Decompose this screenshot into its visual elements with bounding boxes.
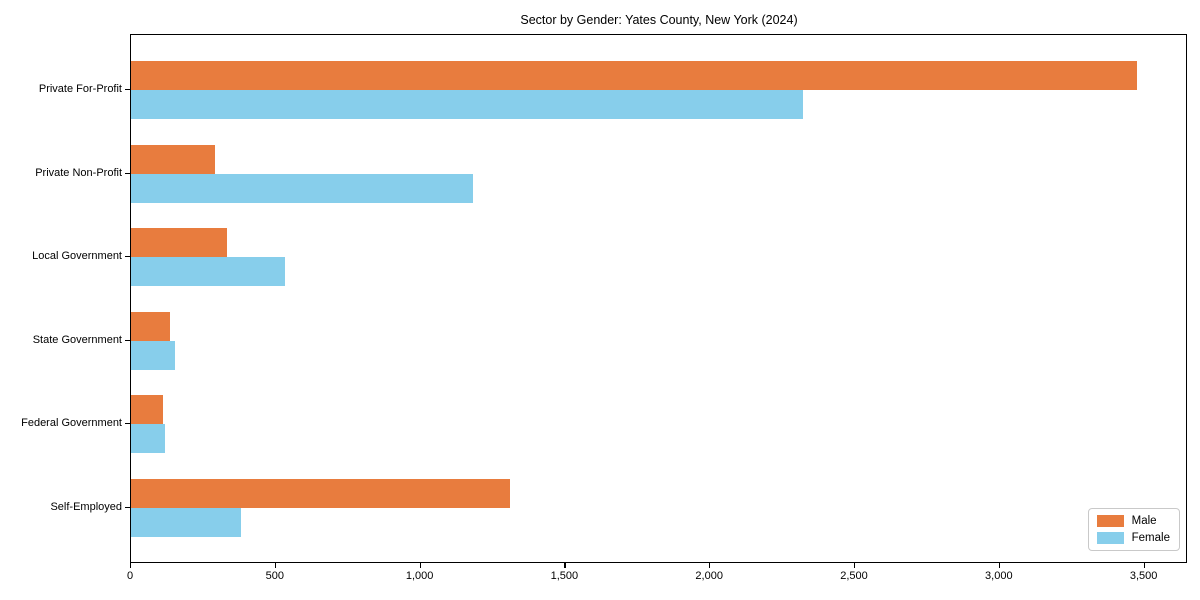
bar-male-self-employed [131,479,510,508]
y-tick-mark [125,255,130,257]
bar-female-state-government [131,341,175,370]
x-tick-mark [709,563,711,568]
y-axis-label-self-employed: Self-Employed [50,501,122,513]
legend-item-female: Female [1096,532,1170,544]
bar-male-private-non-profit [131,145,215,174]
bar-female-self-employed [131,508,241,537]
x-tick-mark [854,563,856,568]
x-axis-label-1-500: 1,500 [550,570,579,582]
bar-female-private-for-profit [131,90,803,119]
y-tick-mark [125,506,130,508]
x-axis-label-0: 0 [126,570,134,582]
y-axis-label-state-government: State Government [32,334,122,346]
bar-male-state-government [131,312,170,341]
x-tick-mark [998,563,1000,568]
x-axis-label-2-500: 2,500 [840,570,868,582]
bar-male-federal-government [131,395,163,424]
bar-female-federal-government [131,424,166,453]
legend: Male Female [1087,508,1180,551]
x-axis-label-500: 500 [265,570,284,582]
legend-label-male: Male [1131,515,1157,527]
y-axis-label-federal-government: Federal Government [21,417,122,429]
x-tick-mark [564,563,566,568]
y-axis-label-private-for-profit: Private For-Profit [38,83,122,95]
x-axis-label-1-000: 1,000 [405,570,434,582]
chart-title: Sector by Gender: Yates County, New York… [520,13,798,27]
legend-swatch-female [1096,532,1124,544]
legend-label-female: Female [1131,532,1170,544]
bar-female-local-government [131,257,285,286]
plot-area: Male Female [130,34,1187,563]
bar-female-private-non-profit [131,174,473,203]
y-tick-mark [125,88,130,90]
x-axis-label-3-500: 3,500 [1129,570,1158,582]
bar-male-private-for-profit [131,61,1138,90]
y-tick-mark [125,172,130,174]
x-tick-mark [274,563,276,568]
y-tick-mark [125,422,130,424]
y-tick-mark [125,339,130,341]
x-axis-label-3-000: 3,000 [985,570,1013,582]
legend-item-male: Male [1096,515,1170,527]
bar-male-local-government [131,228,227,257]
x-tick-mark [419,563,421,568]
x-tick-mark [130,563,132,568]
y-axis-label-private-non-profit: Private Non-Profit [35,167,122,179]
x-tick-mark [1143,563,1145,568]
y-axis-label-local-government: Local Government [32,250,122,262]
legend-swatch-male [1096,515,1124,527]
x-axis-label-2-000: 2,000 [695,570,723,582]
